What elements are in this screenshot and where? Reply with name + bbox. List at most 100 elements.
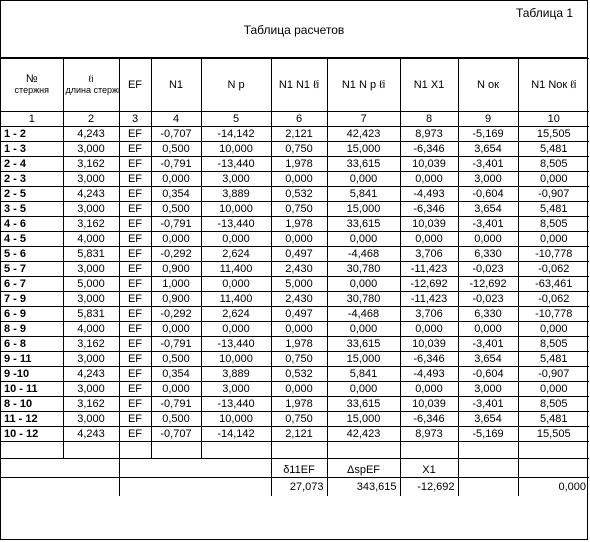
table-cell: 0,000: [457, 321, 519, 337]
table-cell: -3,401: [457, 336, 519, 352]
table-cell: EF: [118, 381, 152, 397]
table-row: 2 - 4 3,162 EF -0,791 -13,440 1,978 33,615 10,0…: [1, 156, 589, 172]
table-cell: 3,162: [62, 336, 120, 352]
table-cell: 4,243: [62, 366, 120, 382]
table-cell: 0,750: [270, 141, 328, 157]
table-cell: 0,532: [270, 186, 328, 202]
table-cell: 4,000: [62, 231, 120, 247]
rod-id-cell: 3 - 5: [1, 201, 64, 217]
table-cell: 10,039: [399, 396, 459, 412]
table-cell: EF: [118, 141, 152, 157]
table-cell: -12,692: [399, 276, 459, 292]
column-header-main: N1: [168, 78, 184, 91]
table-cell: 30,780: [326, 291, 401, 307]
table-cell: -13,440: [200, 216, 272, 232]
table-cell: EF: [118, 216, 152, 232]
table-cell: 0,000: [517, 321, 589, 337]
table-cell: 11,400: [200, 291, 272, 307]
table-cell: 0,000: [399, 381, 459, 397]
summary-label-row: δ11EF ΔspEF X1: [1, 458, 589, 478]
rod-id-cell: 2 - 4: [1, 156, 64, 172]
table-cell: 5,481: [517, 201, 589, 217]
rod-id-cell: 6 - 7: [1, 276, 64, 292]
rod-id-cell: 6 - 9: [1, 306, 64, 322]
table-cell: 5,481: [517, 351, 589, 367]
summary-cell: [326, 441, 401, 459]
table-row: 3 - 5 3,000 EF 0,500 10,000 0,750 15,000 -6,346…: [1, 201, 589, 217]
column-number: 7: [326, 111, 401, 127]
column-header-sub: стержня: [14, 85, 49, 95]
rod-id-cell: 11 - 12: [1, 411, 64, 427]
table-cell: 3,162: [62, 156, 120, 172]
table-cell: EF: [118, 426, 152, 442]
table-cell: 0,000: [326, 171, 401, 187]
table-cell: 2,624: [200, 246, 272, 262]
summary-cell: [270, 441, 328, 459]
table-cell: 33,615: [326, 156, 401, 172]
summary-label-delta11: δ11EF: [270, 458, 328, 478]
summary-cell: [118, 477, 272, 496]
summary-value-col10: 0,000: [517, 477, 589, 496]
column-number: 2: [62, 111, 120, 127]
table-row: 6 - 9 5,831 EF -0,292 2,624 0,497 -4,468 3,706 6…: [1, 306, 589, 322]
table-cell: 3,654: [457, 141, 519, 157]
table-cell: 0,000: [326, 321, 401, 337]
column-header-6: N1 N1 ℓi: [270, 58, 328, 112]
column-header-main: №: [25, 73, 38, 85]
table-cell: 33,615: [326, 396, 401, 412]
table-cell: 5,841: [326, 186, 401, 202]
table-cell: -6,346: [399, 141, 459, 157]
summary-value-delta11: 27,073: [270, 477, 328, 496]
table-cell: -0,604: [457, 366, 519, 382]
table-cell: 3,000: [200, 381, 272, 397]
table-cell: 0,000: [270, 321, 328, 337]
table-cell: EF: [118, 396, 152, 412]
column-header-main: ℓi: [88, 74, 94, 84]
column-header-1: № стержня: [1, 58, 64, 112]
table-cell: -10,778: [517, 246, 589, 262]
table-cell: 1,978: [270, 396, 328, 412]
table-cell: -4,468: [326, 306, 401, 322]
column-number: 8: [399, 111, 459, 127]
table-cell: 0,000: [326, 231, 401, 247]
column-header-9: N ок: [457, 58, 519, 112]
table-cell: 15,505: [517, 426, 589, 442]
table-cell: 0,000: [200, 276, 272, 292]
column-number: 10: [517, 111, 589, 127]
rod-id-cell: 8 - 10: [1, 396, 64, 412]
column-header-4: N1: [150, 58, 202, 112]
table-cell: 0,532: [270, 366, 328, 382]
summary-cell: [1, 458, 120, 478]
column-number-row: 1 2 3 4 5 6 7 8 9 10: [1, 111, 589, 127]
table-cell: -11,423: [399, 291, 459, 307]
table-cell: 10,000: [200, 201, 272, 217]
table-row: 4 - 6 3,162 EF -0,791 -13,440 1,978 33,615 10,0…: [1, 216, 589, 232]
table-row: 9 -10 4,243 EF 0,354 3,889 0,532 5,841 -4,493 -0…: [1, 366, 589, 382]
table-cell: 3,000: [62, 291, 120, 307]
sheet-header: Таблица 1 Таблица расчетов: [1, 1, 587, 58]
table-cell: -0,023: [457, 261, 519, 277]
rod-id-cell: 10 - 11: [1, 381, 64, 397]
table-cell: 0,750: [270, 411, 328, 427]
table-cell: EF: [118, 171, 152, 187]
table-cell: 4,243: [62, 186, 120, 202]
table-cell: 15,000: [326, 351, 401, 367]
table-cell: 15,000: [326, 411, 401, 427]
table-cell: 0,000: [399, 231, 459, 247]
table-cell: 15,000: [326, 141, 401, 157]
table-cell: 5,481: [517, 141, 589, 157]
table-cell: -13,440: [200, 396, 272, 412]
table-cell: EF: [118, 366, 152, 382]
summary-value-delta-sp: 343,615: [326, 477, 401, 496]
table-cell: 3,000: [62, 411, 120, 427]
table-cell: 10,000: [200, 411, 272, 427]
summary-value-x1: -12,692: [399, 477, 459, 496]
summary-cell: [150, 441, 202, 459]
rod-id-cell: 9 -10: [1, 366, 64, 382]
table-cell: -13,440: [200, 156, 272, 172]
summary-cell: [457, 458, 519, 478]
table-cell: -3,401: [457, 156, 519, 172]
table-cell: 0,000: [326, 276, 401, 292]
table-cell: 3,889: [200, 186, 272, 202]
